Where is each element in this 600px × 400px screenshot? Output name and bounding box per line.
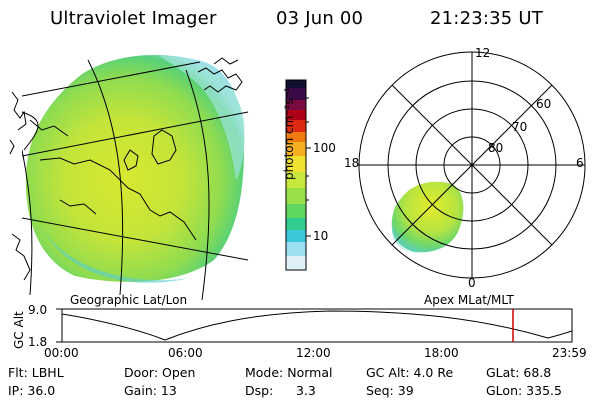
alt-xtick-2359: 23:59 — [552, 346, 587, 360]
mlt-label-0: 0 — [468, 276, 476, 290]
mlt-label-18: 18 — [344, 156, 360, 170]
colorbar-tick-10: 10 — [313, 229, 329, 243]
info-seq: Seq: 39 — [366, 383, 414, 398]
geo-panel-label: Geographic Lat/Lon — [70, 293, 188, 307]
colorbar-unit-label: photon cm⁻²s⁻¹ — [282, 87, 296, 180]
alt-ytick-1-8: 1.8 — [28, 335, 48, 349]
alt-xtick-1800: 18:00 — [424, 346, 459, 360]
info-flt: Flt: LBHL — [8, 365, 64, 380]
lat-label-80: 80 — [488, 141, 504, 155]
info-gc-alt: GC Alt: 4.0 Re — [366, 365, 454, 380]
info-gain: Gain: 13 — [124, 383, 177, 398]
coastlines — [9, 57, 243, 281]
polar-panel-label: Apex MLat/MLT — [424, 293, 514, 307]
info-door: Door: Open — [124, 365, 196, 380]
alt-ytick-9: 9.0 — [28, 303, 48, 317]
latlon-grid — [22, 59, 249, 300]
date-label: 03 Jun 00 — [276, 8, 364, 29]
info-dsp-value: 3.3 — [296, 383, 316, 398]
polar-plot — [358, 51, 586, 279]
info-glon: GLon: 335.5 — [486, 383, 562, 398]
info-dsp-label: Dsp: — [245, 383, 274, 398]
lat-label-70: 70 — [512, 120, 528, 134]
geographic-image — [25, 54, 245, 283]
mlt-label-6: 6 — [576, 156, 584, 170]
info-glat: GLat: 68.8 — [486, 365, 552, 380]
info-ip: IP: 36.0 — [8, 383, 56, 398]
alt-xtick-0600: 06:00 — [168, 346, 203, 360]
info-mode: Mode: Normal — [245, 365, 333, 380]
time-label: 21:23:35 UT — [430, 8, 543, 29]
colorbar-tick-100: 100 — [313, 141, 336, 155]
alt-xtick-0000: 00:00 — [44, 346, 79, 360]
colorbar — [285, 79, 311, 271]
mlt-label-12: 12 — [475, 46, 491, 60]
instrument-title: Ultraviolet Imager — [50, 8, 217, 29]
alt-ylabel: GC Alt — [12, 311, 26, 349]
lat-label-60: 60 — [536, 97, 552, 111]
altitude-plot — [56, 308, 573, 343]
alt-xtick-1200: 12:00 — [296, 346, 331, 360]
